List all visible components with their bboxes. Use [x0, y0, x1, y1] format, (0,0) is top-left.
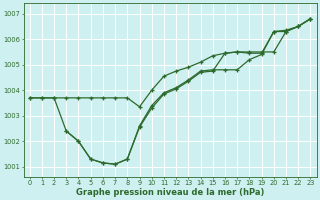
X-axis label: Graphe pression niveau de la mer (hPa): Graphe pression niveau de la mer (hPa) [76, 188, 264, 197]
